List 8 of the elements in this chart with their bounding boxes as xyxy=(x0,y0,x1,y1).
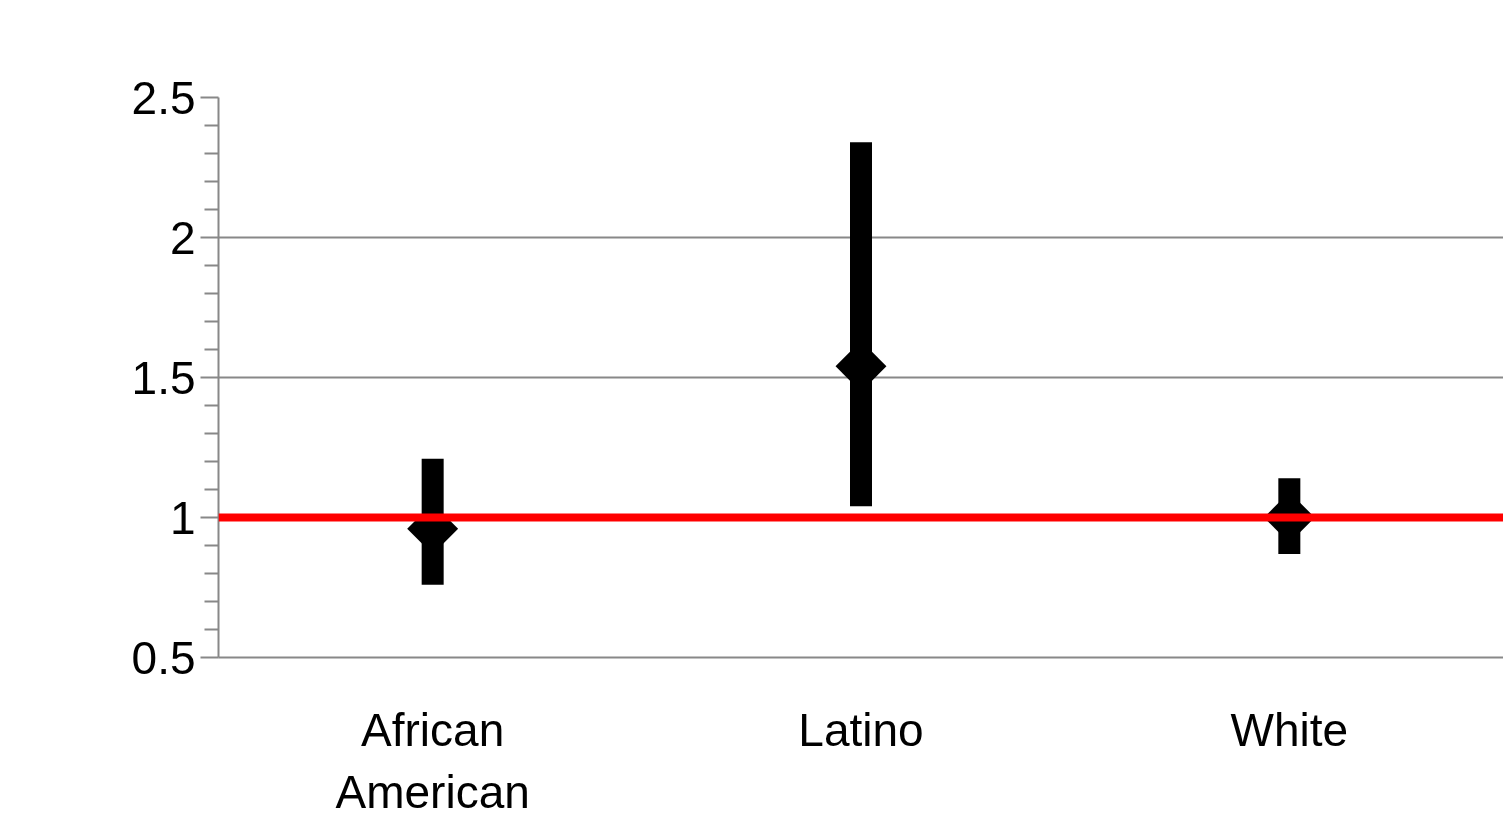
y-tick-label: 2 xyxy=(169,211,196,264)
x-tick-label: African American xyxy=(335,703,530,818)
x-tick-label: Latino xyxy=(798,703,924,756)
y-tick-label: 1.5 xyxy=(131,351,196,404)
y-tick-label: 0.5 xyxy=(131,631,196,684)
y-tick-label: 2.5 xyxy=(131,71,196,124)
y-tick-label: 1 xyxy=(169,491,196,544)
x-tick-label: White xyxy=(1230,703,1349,756)
